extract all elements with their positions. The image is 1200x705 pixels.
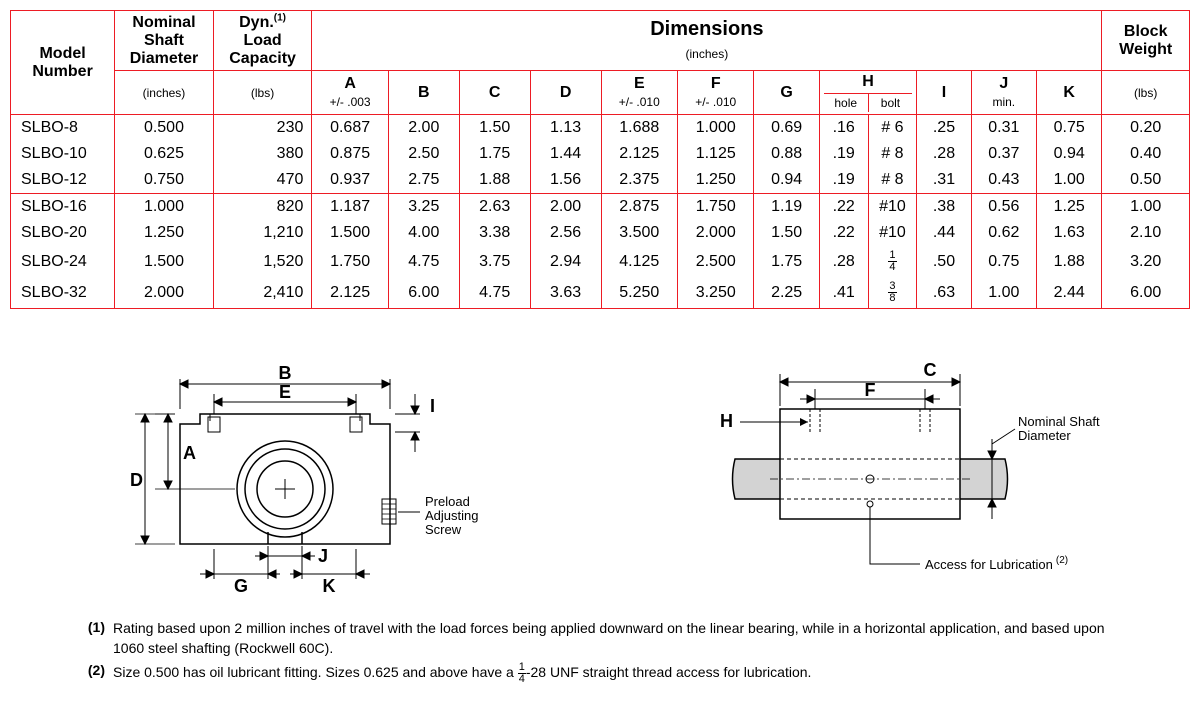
diagram-area: B E I A D bbox=[10, 324, 1190, 604]
hdr-dims: Dimensions bbox=[650, 18, 763, 40]
hdr-shaft-sub: (inches) bbox=[115, 71, 214, 115]
svg-text:PreloadAdjustingScrew: PreloadAdjustingScrew bbox=[425, 494, 478, 537]
svg-text:K: K bbox=[323, 576, 336, 596]
svg-text:G: G bbox=[234, 576, 248, 596]
svg-text:D: D bbox=[130, 470, 143, 490]
svg-text:F: F bbox=[865, 380, 876, 400]
svg-text:J: J bbox=[318, 546, 328, 566]
table-row: SLBO-80.5002300.6872.001.501.131.6881.00… bbox=[11, 115, 1190, 142]
svg-text:H: H bbox=[720, 411, 733, 431]
hdr-shaft: NominalShaftDiameter bbox=[130, 14, 198, 67]
table-row: SLBO-100.6253800.8752.501.751.442.1251.1… bbox=[11, 141, 1190, 167]
note1-num: (1) bbox=[75, 619, 105, 658]
hdr-weight-sub: (lbs) bbox=[1102, 71, 1190, 115]
hdr-load-sub: (lbs) bbox=[213, 71, 312, 115]
svg-text:C: C bbox=[924, 360, 937, 380]
side-view-diagram: C F H Nominal ShaftDiameter Access for L… bbox=[640, 324, 1120, 604]
hdr-load-top: Dyn.(1)LoadCapacity bbox=[229, 14, 296, 67]
svg-text:A: A bbox=[183, 443, 196, 463]
hdr-model: ModelNumber bbox=[32, 45, 92, 80]
svg-text:Access for Lubrication(2): Access for Lubrication(2) bbox=[925, 555, 1068, 572]
front-view-diagram: B E I A D bbox=[80, 324, 500, 604]
svg-text:E: E bbox=[279, 382, 291, 402]
footnotes: (1) Rating based upon 2 million inches o… bbox=[75, 619, 1125, 684]
note2-num: (2) bbox=[75, 662, 105, 685]
table-row: SLBO-120.7504700.9372.751.881.562.3751.2… bbox=[11, 167, 1190, 194]
note2-text: Size 0.500 has oil lubricant fitting. Si… bbox=[113, 662, 1125, 685]
spec-table: ModelNumber NominalShaftDiameter Dyn.(1)… bbox=[10, 10, 1190, 309]
table-row: SLBO-201.2501,2101.5004.003.382.563.5002… bbox=[11, 220, 1190, 246]
svg-text:Nominal ShaftDiameter: Nominal ShaftDiameter bbox=[1018, 414, 1100, 443]
svg-text:I: I bbox=[430, 396, 435, 416]
hdr-weight: BlockWeight bbox=[1119, 23, 1172, 58]
table-row: SLBO-241.5001,5201.7504.753.752.944.1252… bbox=[11, 246, 1190, 277]
table-row: SLBO-322.0002,4102.1256.004.753.635.2503… bbox=[11, 277, 1190, 309]
note1-text: Rating based upon 2 million inches of tr… bbox=[113, 619, 1125, 658]
svg-text:B: B bbox=[279, 363, 292, 383]
table-row: SLBO-161.0008201.1873.252.632.002.8751.7… bbox=[11, 194, 1190, 221]
